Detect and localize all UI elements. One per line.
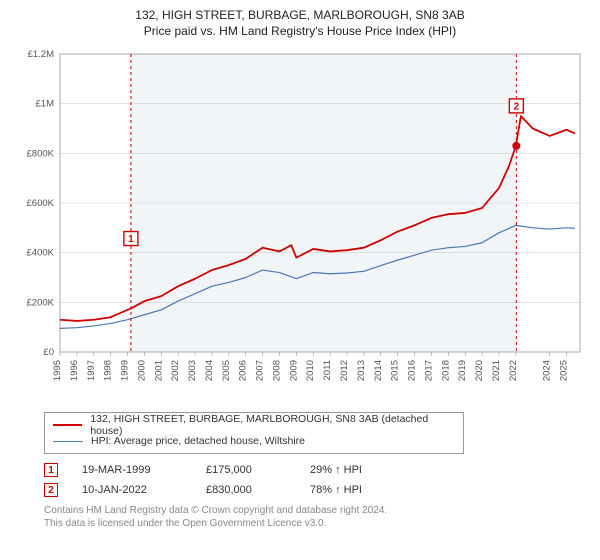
svg-text:£600K: £600K xyxy=(27,198,55,209)
chart-plot-area: £0 £200K £400K £600K £800K £1M £1.2M 1995 1996 19… xyxy=(12,44,588,404)
chart-title: 132, HIGH STREET, BURBAGE, MARLBOROUGH, … xyxy=(12,8,588,22)
svg-text:2011: 2011 xyxy=(322,360,333,380)
svg-text:2002: 2002 xyxy=(170,360,181,381)
svg-text:2007: 2007 xyxy=(255,360,266,381)
event-date: 19-MAR-1999 xyxy=(82,464,182,476)
event-row: 2 10-JAN-2022 £830,000 78% ↑ HPI xyxy=(44,480,588,500)
svg-text:2012: 2012 xyxy=(339,360,350,381)
event-hpi-delta: 29% ↑ HPI xyxy=(310,464,410,476)
event-price: £175,000 xyxy=(206,464,286,476)
svg-text:2024: 2024 xyxy=(542,360,553,381)
svg-text:£200K: £200K xyxy=(27,297,55,308)
svg-text:1995: 1995 xyxy=(52,360,63,381)
svg-text:1996: 1996 xyxy=(69,360,80,381)
event-marker-icon: 2 xyxy=(44,483,58,497)
svg-text:£400K: £400K xyxy=(27,248,55,259)
svg-text:1998: 1998 xyxy=(103,360,114,381)
legend-label: 132, HIGH STREET, BURBAGE, MARLBOROUGH, … xyxy=(90,413,455,437)
svg-text:2009: 2009 xyxy=(288,360,299,381)
event-date: 10-JAN-2022 xyxy=(82,484,182,496)
footer-line-1: Contains HM Land Registry data © Crown c… xyxy=(44,504,588,517)
chart-container: 132, HIGH STREET, BURBAGE, MARLBOROUGH, … xyxy=(0,0,600,560)
svg-text:£1M: £1M xyxy=(36,99,55,110)
legend-box: 132, HIGH STREET, BURBAGE, MARLBOROUGH, … xyxy=(44,412,464,454)
svg-text:2014: 2014 xyxy=(373,360,384,381)
svg-text:1997: 1997 xyxy=(86,360,97,381)
svg-text:2010: 2010 xyxy=(305,360,316,381)
svg-text:2005: 2005 xyxy=(221,360,232,381)
event-row: 1 19-MAR-1999 £175,000 29% ↑ HPI xyxy=(44,460,588,480)
svg-text:£0: £0 xyxy=(43,347,54,358)
svg-text:2004: 2004 xyxy=(204,360,215,381)
svg-text:2: 2 xyxy=(514,101,520,112)
svg-text:2021: 2021 xyxy=(491,360,502,381)
svg-text:2018: 2018 xyxy=(440,360,451,381)
event-marker-icon: 1 xyxy=(44,463,58,477)
footer-attribution: Contains HM Land Registry data © Crown c… xyxy=(44,504,588,530)
svg-text:2013: 2013 xyxy=(356,360,367,381)
svg-text:2000: 2000 xyxy=(136,360,147,381)
event-table: 1 19-MAR-1999 £175,000 29% ↑ HPI 2 10-JAN-202… xyxy=(44,460,588,500)
svg-text:2025: 2025 xyxy=(558,360,569,381)
svg-text:2020: 2020 xyxy=(474,360,485,381)
event-price: £830,000 xyxy=(206,484,286,496)
footer-line-2: This data is licensed under the Open Gov… xyxy=(44,517,588,530)
chart-subtitle: Price paid vs. HM Land Registry's House … xyxy=(12,24,588,38)
legend-swatch xyxy=(53,441,83,442)
svg-text:2008: 2008 xyxy=(271,360,282,381)
svg-text:2006: 2006 xyxy=(238,360,249,381)
legend-swatch xyxy=(53,424,82,426)
chart-svg: £0 £200K £400K £600K £800K £1M £1.2M 1995 1996 19… xyxy=(12,44,588,404)
svg-text:2019: 2019 xyxy=(457,360,468,381)
svg-text:1: 1 xyxy=(128,234,134,245)
svg-text:1999: 1999 xyxy=(120,360,131,381)
svg-text:2015: 2015 xyxy=(390,360,401,381)
svg-text:2017: 2017 xyxy=(423,360,434,381)
svg-text:2001: 2001 xyxy=(153,360,164,381)
svg-text:2003: 2003 xyxy=(187,360,198,381)
svg-text:£800K: £800K xyxy=(27,148,55,159)
svg-text:£1.2M: £1.2M xyxy=(28,49,54,60)
legend-row: 132, HIGH STREET, BURBAGE, MARLBOROUGH, … xyxy=(53,417,455,433)
legend-label: HPI: Average price, detached house, Wilt… xyxy=(91,435,305,447)
event-hpi-delta: 78% ↑ HPI xyxy=(310,484,410,496)
svg-text:2016: 2016 xyxy=(407,360,418,381)
svg-text:2022: 2022 xyxy=(508,360,519,381)
